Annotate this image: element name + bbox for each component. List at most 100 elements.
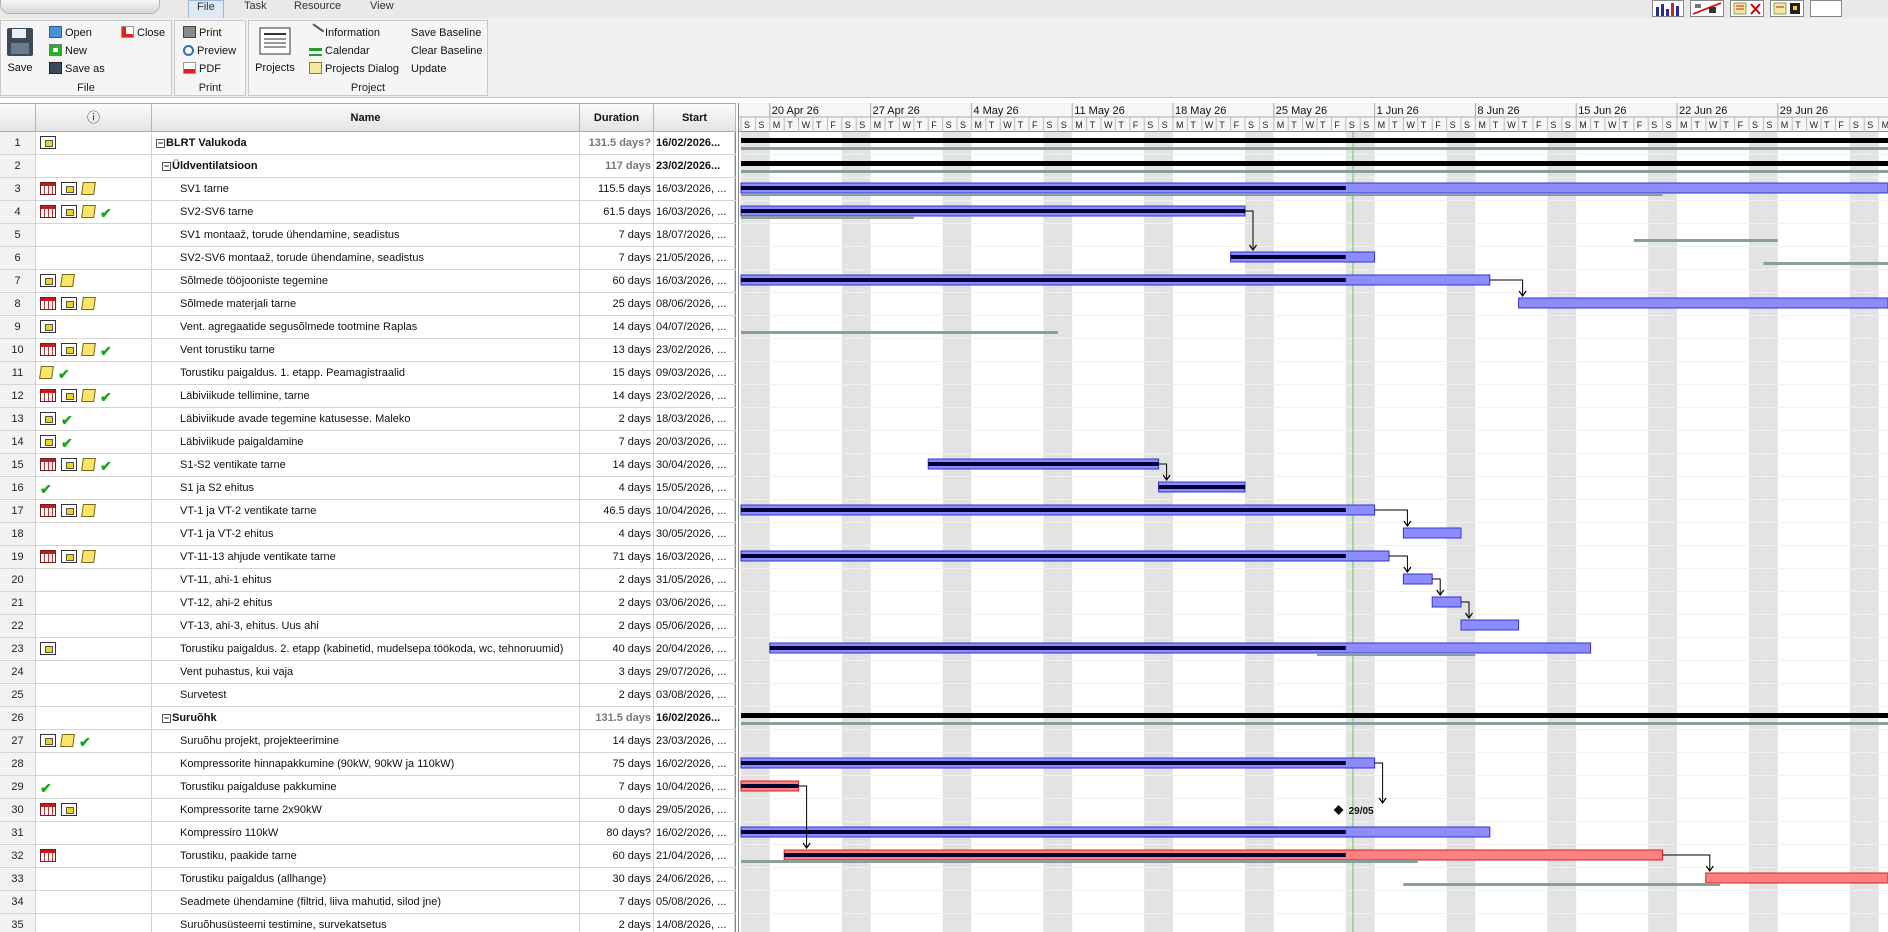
task-start[interactable]: 16/03/2026, ... bbox=[654, 270, 735, 292]
complete-check-icon[interactable]: ✔ bbox=[79, 734, 91, 750]
task-duration[interactable]: 3 days bbox=[580, 661, 654, 683]
task-name[interactable]: Läbiviikude tellimine, tarne bbox=[152, 385, 580, 407]
task-duration[interactable]: 30 days bbox=[580, 868, 654, 890]
information-button[interactable]: Information bbox=[306, 23, 380, 41]
task-name[interactable]: Torustiku paigalduse pakkumine bbox=[152, 776, 580, 798]
task-duration[interactable]: 14 days bbox=[580, 316, 654, 338]
task-name[interactable]: Kompressorite tarne 2x90kW bbox=[152, 799, 580, 821]
task-duration[interactable]: 2 days bbox=[580, 914, 654, 932]
task-usage-icon[interactable] bbox=[1730, 0, 1764, 17]
task-duration[interactable]: 7 days bbox=[580, 891, 654, 913]
row-id[interactable]: 30 bbox=[0, 799, 36, 821]
task-row[interactable]: 14 ✔ Läbiviikude paigaldamine 7 days 20/03/2… bbox=[0, 431, 736, 454]
task-duration[interactable]: 131.5 days? bbox=[580, 132, 654, 154]
task-duration[interactable]: 2 days bbox=[580, 408, 654, 430]
task-row[interactable]: 32 Torustiku, paakide tarne 60 days 21/04/2… bbox=[0, 845, 736, 868]
task-bar[interactable] bbox=[1402, 573, 1433, 585]
task-start[interactable]: 24/06/2026, ... bbox=[654, 868, 735, 890]
project-indicator-icon[interactable] bbox=[61, 389, 77, 402]
row-id[interactable]: 27 bbox=[0, 730, 36, 752]
row-id[interactable]: 25 bbox=[0, 684, 36, 706]
project-indicator-icon[interactable] bbox=[40, 642, 56, 655]
task-name[interactable]: S1-S2 ventikate tarne bbox=[152, 454, 580, 476]
task-row[interactable]: 13 ✔ Läbiviikude avade tegemine katusesse.… bbox=[0, 408, 736, 431]
save-as-button[interactable]: Save as bbox=[49, 61, 105, 77]
row-id[interactable]: 19 bbox=[0, 546, 36, 568]
task-row[interactable]: 24 Vent puhastus, kui vaja 3 days 29/07/202… bbox=[0, 661, 736, 684]
task-start[interactable]: 05/08/2026, ... bbox=[654, 891, 735, 913]
project-indicator-icon[interactable] bbox=[61, 504, 77, 517]
task-row[interactable]: 16 ✔ S1 ja S2 ehitus 4 days 15/05/2026, ... bbox=[0, 477, 736, 500]
row-id[interactable]: 6 bbox=[0, 247, 36, 269]
task-row[interactable]: 34 Seadmete ühendamine (filtrid, liiva ma… bbox=[0, 891, 736, 914]
task-row[interactable]: 29 ✔ Torustiku paigalduse pakkumine 7 days 1… bbox=[0, 776, 736, 799]
task-start[interactable]: 31/05/2026, ... bbox=[654, 569, 735, 591]
complete-check-icon[interactable]: ✔ bbox=[100, 205, 112, 221]
calendar-indicator-icon[interactable] bbox=[40, 550, 56, 563]
task-row[interactable]: 22 VT-13, ahi-3, ehitus. Uus ahi 2 days 05/… bbox=[0, 615, 736, 638]
task-name[interactable]: Survetest bbox=[152, 684, 580, 706]
project-indicator-icon[interactable] bbox=[61, 205, 77, 218]
task-name[interactable]: − Üldventilatsioon bbox=[152, 155, 580, 177]
task-start[interactable]: 21/04/2026, ... bbox=[654, 845, 735, 867]
summary-bar[interactable] bbox=[741, 713, 1888, 718]
row-id[interactable]: 34 bbox=[0, 891, 36, 913]
note-indicator-icon[interactable] bbox=[81, 504, 96, 517]
task-start[interactable]: 23/02/2026... bbox=[654, 155, 735, 177]
task-start[interactable]: 08/06/2026, ... bbox=[654, 293, 735, 315]
task-start[interactable]: 29/07/2026, ... bbox=[654, 661, 735, 683]
row-id[interactable]: 29 bbox=[0, 776, 36, 798]
complete-check-icon[interactable]: ✔ bbox=[100, 458, 112, 474]
complete-check-icon[interactable]: ✔ bbox=[58, 366, 70, 382]
task-start[interactable]: 05/06/2026, ... bbox=[654, 615, 735, 637]
calendar-indicator-icon[interactable] bbox=[40, 458, 56, 471]
task-row[interactable]: 21 VT-12, ahi-2 ehitus 2 days 03/06/2026, .… bbox=[0, 592, 736, 615]
tab-task[interactable]: Task bbox=[244, 0, 267, 12]
task-name[interactable]: S1 ja S2 ehitus bbox=[152, 477, 580, 499]
task-start[interactable]: 03/08/2026, ... bbox=[654, 684, 735, 706]
project-indicator-icon[interactable] bbox=[61, 803, 77, 816]
task-name[interactable]: − BLRT Valukoda bbox=[152, 132, 580, 154]
row-id[interactable]: 13 bbox=[0, 408, 36, 430]
task-duration[interactable]: 60 days bbox=[580, 270, 654, 292]
row-id[interactable]: 2 bbox=[0, 155, 36, 177]
row-id[interactable]: 20 bbox=[0, 569, 36, 591]
task-duration[interactable]: 131.5 days bbox=[580, 707, 654, 729]
task-name[interactable]: VT-12, ahi-2 ehitus bbox=[152, 592, 580, 614]
close-button[interactable]: Close bbox=[121, 25, 165, 41]
task-bar[interactable] bbox=[1402, 527, 1462, 539]
task-start[interactable]: 16/02/2026... bbox=[654, 132, 735, 154]
task-duration[interactable]: 7 days bbox=[580, 431, 654, 453]
row-id[interactable]: 21 bbox=[0, 592, 36, 614]
header-start[interactable]: Start bbox=[654, 104, 736, 132]
tab-resource[interactable]: Resource bbox=[294, 0, 342, 12]
row-id[interactable]: 33 bbox=[0, 868, 36, 890]
task-row[interactable]: 7 Sõlmede tööjooniste tegemine 60 days 16/0… bbox=[0, 270, 736, 293]
row-id[interactable]: 26 bbox=[0, 707, 36, 729]
task-name[interactable]: Torustiku, paakide tarne bbox=[152, 845, 580, 867]
row-id[interactable]: 7 bbox=[0, 270, 36, 292]
row-id[interactable]: 15 bbox=[0, 454, 36, 476]
project-indicator-icon[interactable] bbox=[61, 297, 77, 310]
project-indicator-icon[interactable] bbox=[40, 734, 56, 747]
milestone-diamond[interactable] bbox=[1333, 805, 1344, 815]
task-duration[interactable]: 60 days bbox=[580, 845, 654, 867]
project-indicator-icon[interactable] bbox=[61, 343, 77, 356]
task-start[interactable]: 10/04/2026, ... bbox=[654, 500, 735, 522]
task-row[interactable]: 3 SV1 tarne 115.5 days 16/03/2026, ... bbox=[0, 178, 736, 201]
row-id[interactable]: 24 bbox=[0, 661, 36, 683]
row-id[interactable]: 14 bbox=[0, 431, 36, 453]
row-id[interactable]: 18 bbox=[0, 523, 36, 545]
projects-button[interactable]: Projects bbox=[253, 27, 297, 74]
task-duration[interactable]: 115.5 days bbox=[580, 178, 654, 200]
row-id[interactable]: 23 bbox=[0, 638, 36, 660]
project-indicator-icon[interactable] bbox=[40, 435, 56, 448]
task-row[interactable]: 1− BLRT Valukoda 131.5 days? 16/02/2026... bbox=[0, 132, 736, 155]
note-indicator-icon[interactable] bbox=[60, 734, 75, 747]
calendar-indicator-icon[interactable] bbox=[40, 389, 56, 402]
task-start[interactable]: 23/02/2026, ... bbox=[654, 339, 735, 361]
header-id[interactable] bbox=[0, 104, 36, 132]
projects-dialog-button[interactable]: Projects Dialog bbox=[309, 61, 399, 77]
task-bar[interactable] bbox=[1460, 619, 1520, 631]
task-name[interactable]: Vent puhastus, kui vaja bbox=[152, 661, 580, 683]
